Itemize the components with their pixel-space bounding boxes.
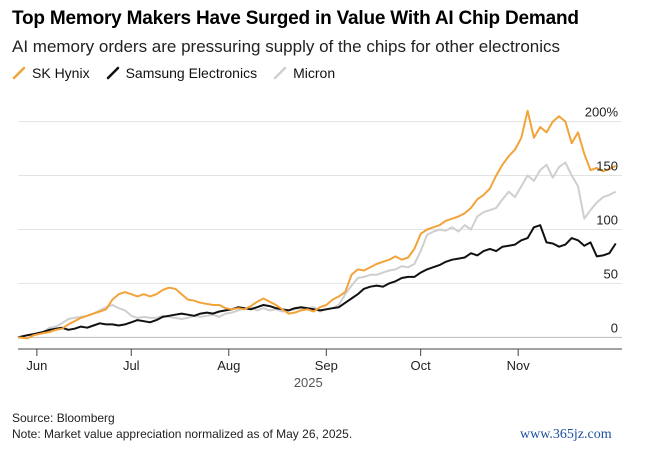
chart-subtitle: AI memory orders are pressuring supply o… [12,37,561,56]
legend-item-samsung: Samsung Electronics [106,65,258,81]
chart-title: Top Memory Makers Have Surged in Value W… [12,8,579,29]
y-tick-label: 100 [596,212,618,227]
legend-line-micron [273,66,287,80]
series-line-samsung-electronics [17,224,617,339]
series-lines [17,109,617,340]
legend-swatch-samsung-icon [106,66,119,80]
y-tick-label: 0 [611,320,618,335]
legend-line-sk-hynix [12,66,26,80]
y-tick-label: 150 [596,159,618,174]
y-axis-ticks: 0 50 100 150 200% [585,105,619,336]
legend-swatch-micron-icon [273,66,287,80]
legend-item-micron: Micron [273,65,335,81]
x-tick-label: Jul [123,358,140,373]
legend-line-samsung [106,66,119,80]
x-tick-label: Oct [411,358,432,373]
x-tick-label: Nov [507,358,531,373]
series-line-sk-hynix [17,109,617,340]
source-note: Source: Bloomberg [12,411,115,425]
x-tick-label: Sep [315,358,338,373]
y-tick-label: 50 [604,266,618,281]
normalization-note: Note: Market value appreciation normaliz… [12,427,353,441]
year-label: 2025 [294,375,323,390]
legend-swatch-sk-hynix-icon [12,66,26,80]
legend-label-micron: Micron [293,65,336,81]
x-tick-label: Jun [26,358,47,373]
legend-label-sk-hynix: SK Hynix [32,65,90,81]
legend: SK Hynix Samsung Electronics Micron [12,65,335,81]
footnote: Source: Bloomberg Note: Market value app… [12,410,352,442]
gridlines [18,121,622,350]
y-tick-label: 200% [585,105,619,120]
watermark: www.365jz.com [520,427,612,442]
line-chart: 0 50 100 150 200% Jun Jul Aug Sep Oct Nov 2025 [17,105,622,390]
legend-label-samsung: Samsung Electronics [125,65,258,81]
series-line-micron [17,161,617,339]
legend-item-sk-hynix: SK Hynix [12,65,90,81]
x-axis-ticks: Jun Jul Aug Sep Oct Nov 2025 [26,349,530,390]
x-tick-label: Aug [217,358,240,373]
